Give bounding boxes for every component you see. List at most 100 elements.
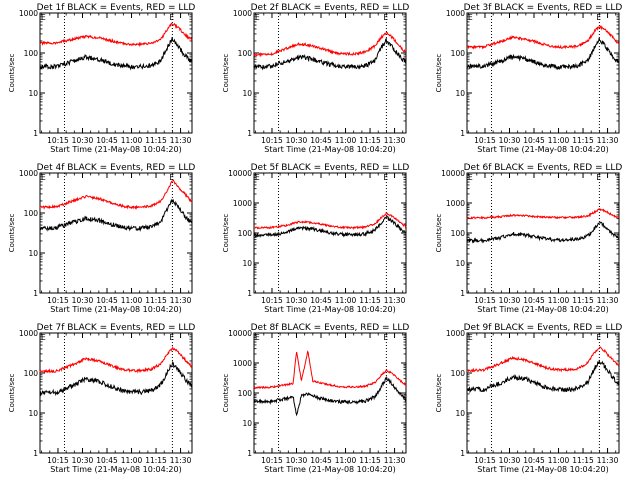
y-tick-label: 10 xyxy=(455,259,465,268)
x-tick-label: 10:45 xyxy=(523,136,545,145)
x-axis-label: Start Time (21-May-08 10:04:20) xyxy=(50,145,181,154)
x-tick-label: 11:30 xyxy=(597,456,619,465)
event-marker: E xyxy=(41,13,46,22)
y-tick-label: 1 xyxy=(247,129,252,138)
x-axis-label: Start Time (21-May-08 10:04:20) xyxy=(477,145,608,154)
event-marker: E xyxy=(169,333,174,342)
y-tick-label: 1000 xyxy=(19,169,38,178)
y-tick-label: 1000 xyxy=(233,359,252,368)
y-axis-label: Counts/sec xyxy=(222,54,230,93)
x-tick-label: 11:00 xyxy=(121,136,143,145)
x-tick-label: 10:45 xyxy=(310,456,332,465)
y-tick-label: 1000 xyxy=(19,9,38,18)
events-series-line xyxy=(39,198,193,232)
event-marker: E xyxy=(169,173,174,182)
panel-det-2: Det 2f BLACK = Events, RED = LLD 1 10 100 10… xyxy=(222,3,409,154)
y-tick-label: 100 xyxy=(238,389,253,398)
y-tick-label: 1000 xyxy=(233,9,252,18)
y-tick-label: 100 xyxy=(238,49,253,58)
y-tick-label: 10000 xyxy=(228,169,252,178)
y-tick-label: 10000 xyxy=(441,169,465,178)
y-tick-label: 1 xyxy=(33,289,38,298)
panel-det-9: Det 9f BLACK = Events, RED = LLD 1 10 100 10… xyxy=(435,323,622,474)
x-tick-label: 11:00 xyxy=(335,136,357,145)
x-axis-label: Start Time (21-May-08 10:04:20) xyxy=(264,465,395,474)
event-marker: E xyxy=(596,173,601,182)
plot-frame xyxy=(39,172,193,294)
plot-frame xyxy=(466,172,620,294)
y-axis-label: Counts/sec xyxy=(222,374,230,413)
y-axis-label: Counts/sec xyxy=(435,374,443,413)
y-tick-label: 10 xyxy=(242,89,252,98)
x-tick-label: 10:30 xyxy=(72,136,94,145)
y-axis-label: Counts/sec xyxy=(435,214,443,253)
x-tick-label: 10:45 xyxy=(523,296,545,305)
events-series-line xyxy=(466,37,620,71)
x-tick-label: 10:15 xyxy=(47,456,69,465)
y-tick-label: 1 xyxy=(33,449,38,458)
event-marker: E xyxy=(383,173,388,182)
x-tick-label: 10:45 xyxy=(96,296,118,305)
x-tick-label: 11:00 xyxy=(548,456,570,465)
panel-det-6: Det 6f BLACK = Events, RED = LLD 1 10 100 10… xyxy=(435,163,622,314)
x-tick-label: 10:30 xyxy=(286,456,308,465)
y-tick-label: 10 xyxy=(455,89,465,98)
y-tick-label: 100 xyxy=(24,369,39,378)
x-tick-label: 11:30 xyxy=(384,456,406,465)
event-marker: E xyxy=(383,333,388,342)
x-tick-label: 10:30 xyxy=(72,456,94,465)
x-axis-label: Start Time (21-May-08 10:04:20) xyxy=(264,305,395,314)
y-axis-label: Counts/sec xyxy=(435,54,443,93)
panel-det-7: Det 7f BLACK = Events, RED = LLD 1 10 100 10… xyxy=(8,323,195,474)
event-marker: E xyxy=(255,13,260,22)
x-tick-label: 11:30 xyxy=(384,296,406,305)
panel-title: Det 6f BLACK = Events, RED = LLD xyxy=(464,163,623,173)
y-tick-label: 1000 xyxy=(446,199,465,208)
y-tick-label: 1 xyxy=(33,129,38,138)
lld-series-line xyxy=(253,350,407,390)
x-tick-label: 11:00 xyxy=(335,456,357,465)
lld-series-line xyxy=(466,25,620,50)
x-tick-label: 11:30 xyxy=(597,296,619,305)
y-tick-label: 100 xyxy=(451,369,466,378)
y-tick-label: 10 xyxy=(28,249,38,258)
y-tick-label: 100 xyxy=(24,209,39,218)
y-tick-label: 10 xyxy=(455,409,465,418)
x-tick-label: 11:15 xyxy=(145,136,167,145)
event-marker: E xyxy=(255,333,260,342)
x-tick-label: 10:30 xyxy=(286,296,308,305)
y-tick-label: 100 xyxy=(451,49,466,58)
x-tick-label: 11:30 xyxy=(384,136,406,145)
x-tick-label: 10:30 xyxy=(499,296,521,305)
events-series-line xyxy=(253,215,407,238)
lld-series-line xyxy=(253,31,407,58)
x-tick-label: 10:45 xyxy=(523,456,545,465)
x-tick-label: 10:15 xyxy=(47,296,69,305)
x-tick-label: 10:15 xyxy=(261,296,283,305)
x-tick-label: 10:15 xyxy=(47,136,69,145)
x-tick-label: 10:15 xyxy=(474,136,496,145)
x-tick-label: 10:15 xyxy=(474,296,496,305)
y-tick-label: 1 xyxy=(460,289,465,298)
y-tick-label: 1000 xyxy=(446,329,465,338)
y-axis-label: Counts/sec xyxy=(8,54,16,93)
event-marker: E xyxy=(468,333,473,342)
lld-series-line xyxy=(39,345,193,374)
y-tick-label: 1000 xyxy=(233,199,252,208)
lld-series-line xyxy=(466,346,620,373)
y-tick-label: 1000 xyxy=(19,329,38,338)
x-tick-label: 11:00 xyxy=(121,296,143,305)
events-series-line xyxy=(466,221,620,244)
plot-frame xyxy=(466,12,620,134)
x-tick-label: 11:30 xyxy=(170,136,192,145)
panel-title: Det 2f BLACK = Events, RED = LLD xyxy=(251,3,410,13)
lld-series-line xyxy=(466,208,620,220)
y-tick-label: 100 xyxy=(238,229,253,238)
x-tick-label: 10:30 xyxy=(286,136,308,145)
panel-title: Det 5f BLACK = Events, RED = LLD xyxy=(251,163,410,173)
x-tick-label: 11:15 xyxy=(572,456,594,465)
panel-title: Det 1f BLACK = Events, RED = LLD xyxy=(37,3,196,13)
lld-series-line xyxy=(253,211,407,231)
event-marker: E xyxy=(468,13,473,22)
